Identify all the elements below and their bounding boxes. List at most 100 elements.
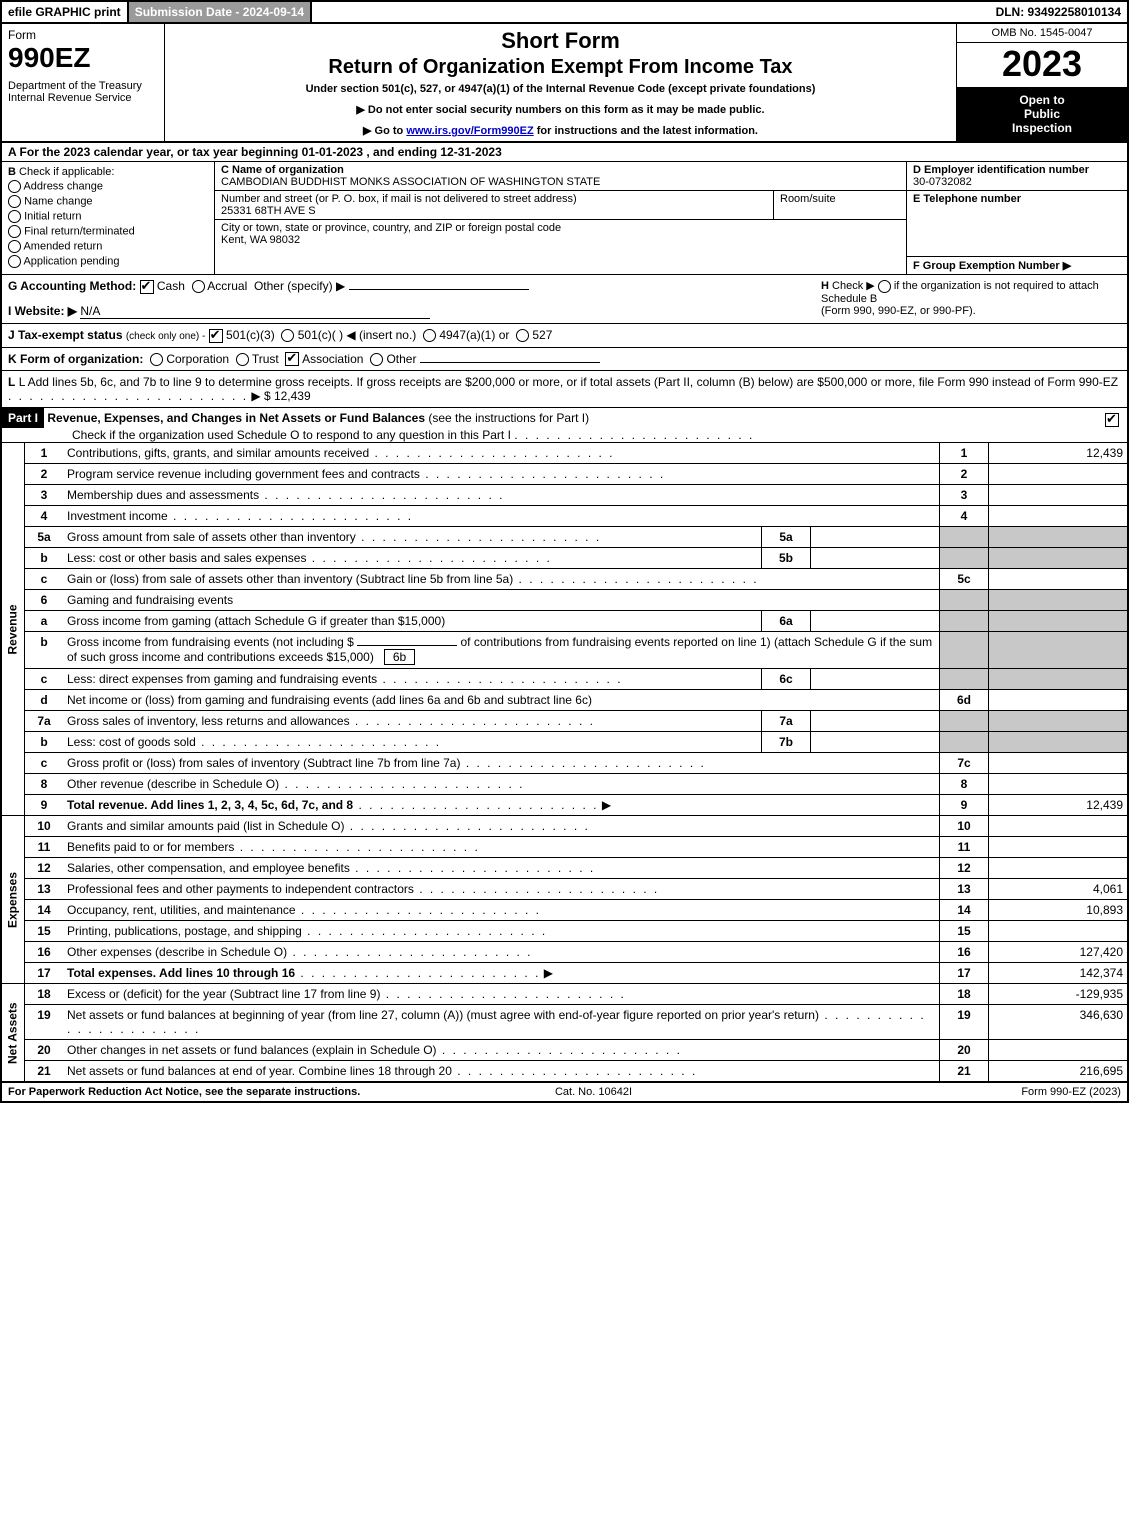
l5b-sb: 5b [762, 548, 811, 569]
l7b-d: Less: cost of goods sold [67, 735, 196, 749]
lb-accrual: Accrual [207, 279, 247, 293]
title-short-form: Short Form [171, 28, 950, 54]
l6c-val [811, 669, 940, 690]
lb-other: Other [386, 352, 416, 366]
cb-corp[interactable] [150, 353, 163, 366]
cb-501c3[interactable] [209, 329, 223, 343]
cb-h[interactable] [878, 280, 891, 293]
l16-amt: 127,420 [989, 942, 1129, 963]
lb-initial-return: Initial return [24, 210, 81, 222]
part-i-header: Part I Revenue, Expenses, and Changes in… [0, 408, 1129, 443]
l9-amt: 12,439 [989, 795, 1129, 816]
lb-final-return: Final return/terminated [24, 225, 135, 237]
l14-d: Occupancy, rent, utilities, and maintena… [67, 903, 296, 917]
l16-n: 16 [25, 942, 64, 963]
l6-n: 6 [25, 590, 64, 611]
lb-address-change: Address change [23, 180, 103, 192]
l10-d: Grants and similar amounts paid (list in… [67, 819, 344, 833]
l12-box: 12 [940, 858, 989, 879]
l20-n: 20 [25, 1040, 64, 1061]
l6b-sb: 6b [384, 649, 415, 665]
cb-address-change[interactable] [8, 180, 21, 193]
l15-box: 15 [940, 921, 989, 942]
l7c-n: c [25, 753, 64, 774]
cb-other[interactable] [370, 353, 383, 366]
cb-4947[interactable] [423, 329, 436, 342]
l20-d: Other changes in net assets or fund bala… [67, 1043, 437, 1057]
l17-n: 17 [25, 963, 64, 984]
submission-date: Submission Date - 2024-09-14 [127, 2, 312, 22]
dept-treasury: Department of the Treasury [8, 80, 158, 92]
l13-n: 13 [25, 879, 64, 900]
cb-cash[interactable] [140, 280, 154, 294]
l1-n: 1 [25, 443, 64, 464]
l16-box: 16 [940, 942, 989, 963]
l13-amt: 4,061 [989, 879, 1129, 900]
street-label: Number and street (or P. O. box, if mail… [221, 193, 577, 205]
website-value: N/A [80, 304, 430, 319]
part-i-title: Revenue, Expenses, and Changes in Net As… [47, 411, 425, 425]
l5a-val [811, 527, 940, 548]
lb-name-change: Name change [24, 195, 93, 207]
l6d-box: 6d [940, 690, 989, 711]
l6a-sb: 6a [762, 611, 811, 632]
l21-d: Net assets or fund balances at end of ye… [67, 1064, 452, 1078]
l17-d: Total expenses. Add lines 10 through 16 [67, 966, 295, 980]
cb-name-change[interactable] [8, 195, 21, 208]
cb-assoc[interactable] [285, 352, 299, 366]
l6a-n: a [25, 611, 64, 632]
section-bcdef: B Check if applicable: Address change Na… [0, 162, 1129, 275]
l7a-n: 7a [25, 711, 64, 732]
l15-n: 15 [25, 921, 64, 942]
irs-link[interactable]: www.irs.gov/Form990EZ [406, 125, 533, 137]
l21-n: 21 [25, 1061, 64, 1082]
cb-schedule-o[interactable] [1105, 413, 1119, 427]
l9-n: 9 [25, 795, 64, 816]
lb-4947: 4947(a)(1) or [439, 328, 509, 342]
l19-n: 19 [25, 1005, 64, 1040]
l14-amt: 10,893 [989, 900, 1129, 921]
l18-d: Excess or (deficit) for the year (Subtra… [67, 987, 380, 1001]
open-inspection: Open to Public Inspection [957, 87, 1127, 141]
l5b-d: Less: cost or other basis and sales expe… [67, 551, 306, 565]
j-sub: (check only one) - [126, 331, 205, 342]
other-specify-input[interactable] [349, 289, 529, 290]
l5a-sb: 5a [762, 527, 811, 548]
row-l: L L Add lines 5b, 6c, and 7b to line 9 t… [0, 371, 1129, 408]
l6b-d1: Gross income from fundraising events (no… [67, 635, 354, 649]
l6b-blank[interactable] [357, 645, 457, 646]
footer-mid: Cat. No. 10642I [555, 1086, 632, 1098]
lb-app-pending: Application pending [23, 255, 119, 267]
cb-trust[interactable] [236, 353, 249, 366]
city-value: Kent, WA 98032 [221, 234, 300, 246]
other-org-input[interactable] [420, 362, 600, 363]
cb-accrual[interactable] [192, 280, 205, 293]
l5a-shade [940, 527, 989, 548]
l18-amt: -129,935 [989, 984, 1129, 1005]
l3-d: Membership dues and assessments [67, 488, 259, 502]
cb-initial-return[interactable] [8, 210, 21, 223]
form-label: Form [8, 28, 158, 42]
expenses-tab: Expenses [1, 816, 25, 984]
l13-d: Professional fees and other payments to … [67, 882, 414, 896]
l7a-val [811, 711, 940, 732]
cb-501c[interactable] [281, 329, 294, 342]
cb-527[interactable] [516, 329, 529, 342]
l19-amt: 346,630 [989, 1005, 1129, 1040]
l20-amt [989, 1040, 1129, 1061]
lb-527: 527 [532, 328, 552, 342]
l9-d: Total revenue. Add lines 1, 2, 3, 4, 5c,… [67, 798, 353, 812]
footer-right: Form 990-EZ (2023) [1021, 1086, 1121, 1098]
b-label: B [8, 166, 16, 178]
l5b-n: b [25, 548, 64, 569]
org-name: CAMBODIAN BUDDHIST MONKS ASSOCIATION OF … [221, 176, 600, 188]
l5b-val [811, 548, 940, 569]
cb-app-pending[interactable] [8, 255, 21, 268]
cb-final-return[interactable] [8, 225, 21, 238]
l1-d: Contributions, gifts, grants, and simila… [67, 446, 369, 460]
cb-amended[interactable] [8, 240, 21, 253]
l7b-val [811, 732, 940, 753]
subtitle: Under section 501(c), 527, or 4947(a)(1)… [171, 83, 950, 95]
efile-label: efile GRAPHIC print [2, 2, 127, 22]
note-goto: ▶ Go to www.irs.gov/Form990EZ for instru… [171, 124, 950, 137]
